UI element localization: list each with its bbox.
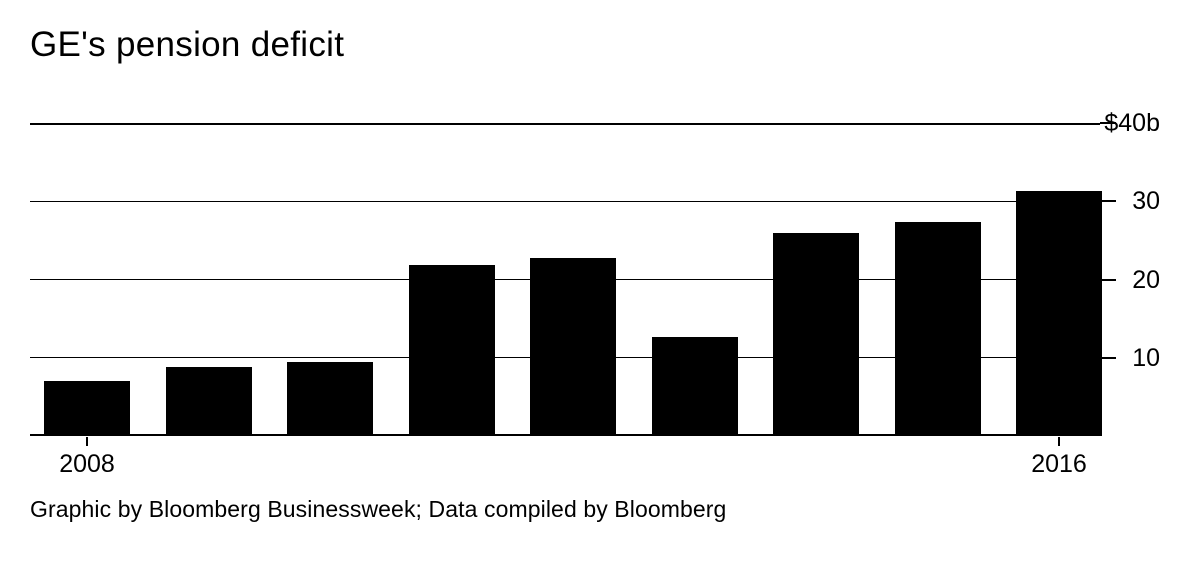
y-axis-label-30: 30	[1132, 187, 1160, 216]
source-credit-line: Graphic by Bloomberg Businessweek; Data …	[30, 496, 727, 522]
bar-2014	[773, 232, 859, 436]
bar-2008	[44, 381, 130, 436]
y-axis-tick-20	[1100, 278, 1116, 281]
y-axis-tick-40	[1100, 122, 1116, 124]
y-axis-tick-10	[1100, 356, 1116, 359]
bar-2013	[651, 337, 738, 436]
bar-2016	[1016, 191, 1102, 436]
plot-area: $40b 30 20 10 2008 2016	[30, 110, 1160, 478]
bar-2012	[530, 257, 616, 436]
gridline-40	[30, 123, 1100, 125]
bar-2011	[408, 265, 495, 436]
y-axis-tick-30	[1100, 200, 1116, 203]
bar-2010	[287, 362, 373, 436]
gridline-30	[30, 200, 1100, 202]
x-axis-label-2008: 2008	[59, 450, 115, 478]
y-axis-label-20: 20	[1132, 265, 1160, 294]
chart-title: GE's pension deficit	[30, 25, 345, 64]
y-axis-label-10: 10	[1132, 343, 1160, 372]
x-axis-tick-2008	[86, 437, 88, 446]
x-axis-tick-2016	[1058, 437, 1060, 446]
bar-2015	[894, 222, 981, 436]
y-axis-label-40: $40b	[1104, 109, 1160, 137]
x-axis-label-2016: 2016	[1031, 450, 1087, 478]
bar-2009	[165, 367, 252, 436]
